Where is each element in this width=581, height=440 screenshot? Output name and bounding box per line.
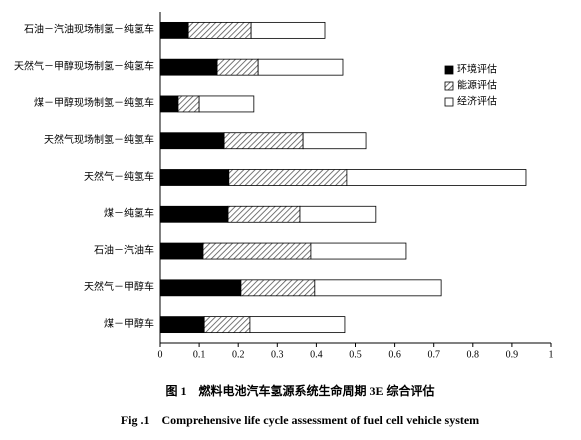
x-tick-label: 0.5 <box>349 349 362 360</box>
x-tick-label: 0.3 <box>271 349 284 360</box>
bar-segment <box>250 21 326 39</box>
bar-segment <box>198 95 255 113</box>
bar-segment <box>299 205 377 223</box>
x-tick-label: 0.6 <box>388 349 401 360</box>
legend-label: 环境评估 <box>457 62 497 75</box>
caption-en: Fig .1 Comprehensive life cycle assessme… <box>121 413 479 427</box>
y-tick-label: 天然气现场制氢－纯氢车 <box>44 133 154 146</box>
y-tick-label: 天然气－甲醇现场制氢－纯氢车 <box>14 59 154 72</box>
bar-segment <box>187 21 252 39</box>
bar-segment <box>302 132 367 150</box>
bar-segment <box>346 169 527 186</box>
x-tick-label: 0.4 <box>310 349 323 360</box>
bar-segment <box>159 169 230 186</box>
bar-segment <box>159 316 205 334</box>
y-tick-label: 天然气－纯氢车 <box>84 170 154 183</box>
legend-label: 经济评估 <box>457 94 497 107</box>
y-tick-label: 石油－汽油现场制氢－纯氢车 <box>24 23 154 36</box>
y-tick-label: 煤－纯氢车 <box>104 207 154 220</box>
bar-segment <box>159 95 179 113</box>
bar-segment <box>159 205 229 223</box>
bar-segment <box>216 58 259 76</box>
x-tick-label: 0.8 <box>467 349 480 360</box>
legend-swatch <box>444 97 454 107</box>
bar-segment <box>159 132 225 150</box>
caption: 图 1 燃料电池汽车氢源系统生命周期 3E 综合评估 <box>165 383 434 398</box>
x-tick-label: 0 <box>158 349 163 360</box>
bar-segment <box>223 132 304 150</box>
x-tick-label: 0.1 <box>193 349 206 360</box>
bar-segment <box>159 58 218 76</box>
y-tick-label: 天然气－甲醇车 <box>84 280 154 293</box>
y-tick-label: 煤－甲醇现场制氢－纯氢车 <box>34 96 154 109</box>
bar-segment <box>227 205 301 223</box>
bar-segment <box>202 242 312 260</box>
x-tick-label: 0.9 <box>506 349 519 360</box>
bar-segment <box>159 279 242 297</box>
bar-segment <box>228 169 348 186</box>
legend-swatch <box>444 65 454 75</box>
legend-label: 能源评估 <box>457 78 497 91</box>
bar-segment <box>257 58 344 76</box>
bar-segment <box>159 242 204 260</box>
bar-segment <box>249 316 346 334</box>
bar-segment <box>314 279 442 297</box>
bar-segment <box>177 95 200 113</box>
x-tick-label: 1 <box>549 349 554 360</box>
x-tick-label: 0.2 <box>232 349 245 360</box>
legend-swatch <box>444 81 454 91</box>
x-tick-label: 0.7 <box>427 349 440 360</box>
bar-segment <box>203 316 251 334</box>
y-tick-label: 石油－汽油车 <box>94 243 154 256</box>
bar-segment <box>310 242 407 260</box>
bar-segment <box>159 21 189 39</box>
bar-segment <box>240 279 316 297</box>
y-tick-label: 煤－甲醇车 <box>104 317 154 330</box>
